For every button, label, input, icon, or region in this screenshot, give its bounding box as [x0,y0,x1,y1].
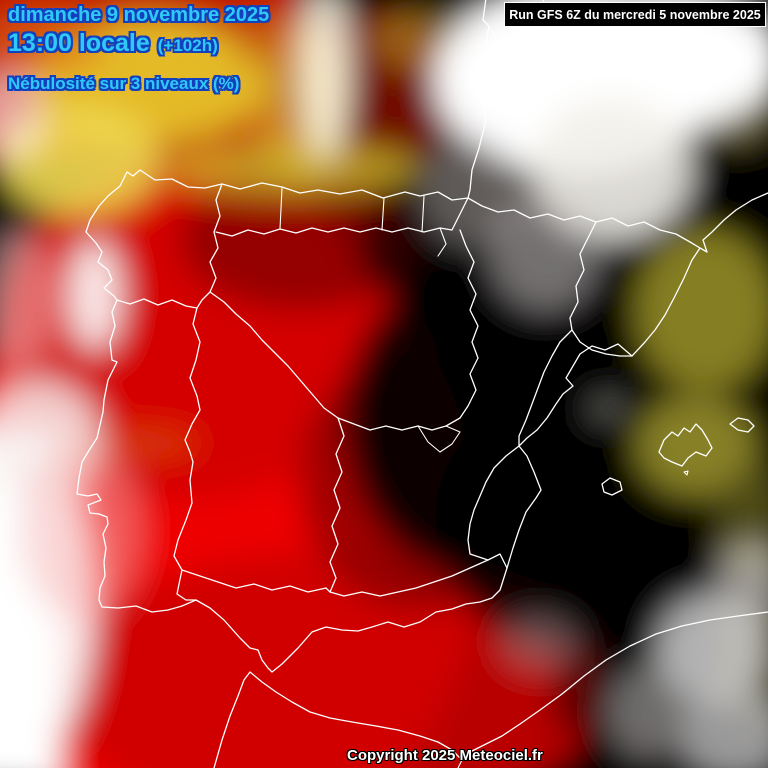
coastline-borders [76,0,768,768]
forecast-offset: (+102h) [157,36,218,55]
forecast-time-row: 13:00 locale (+102h) [8,29,269,58]
africa-coastline [213,611,768,768]
pyrenees-border [467,197,701,249]
copyright-label: Copyright 2025 Meteociel.fr [347,747,543,764]
cantabria-border [279,187,283,230]
gironde-estuary [488,25,513,85]
basque-border-1 [381,197,385,231]
forecast-time: 13:00 locale [8,29,150,57]
forecast-date: dimanche 9 novembre 2025 [8,4,270,26]
forecast-header: dimanche 9 novembre 2025 13:00 locale (+… [8,4,269,94]
run-info-box: Run GFS 6Z du mercredi 5 novembre 2025 [504,2,766,27]
iberia-coastline [76,169,768,673]
north-regions-border [215,197,469,237]
castilla-leon-west-border [209,291,403,431]
run-info-label: Run GFS 6Z du mercredi 5 novembre 2025 [509,7,761,22]
france-atlantic-coast [467,0,490,199]
murcia-border [467,445,520,561]
galicia-border [196,183,223,309]
menorca-outline [729,417,755,433]
madrid-border [417,425,461,453]
aragon-catalonia-border [569,221,633,357]
africa-coast-branch [457,759,463,768]
castilla-leon-east-border [401,229,479,431]
portugal-spain-border [116,298,201,601]
basque-border-2 [421,195,425,233]
map-legend: Nébulosité sur 3 niveaux (%) [8,74,240,93]
navarra-border [437,227,447,257]
andalusia-border [181,553,508,597]
mallorca-outline [658,423,713,467]
extremadura-border [329,417,345,593]
valencia-border [518,329,573,447]
ibiza-outline [601,477,623,496]
cabrera-outline [683,470,689,476]
